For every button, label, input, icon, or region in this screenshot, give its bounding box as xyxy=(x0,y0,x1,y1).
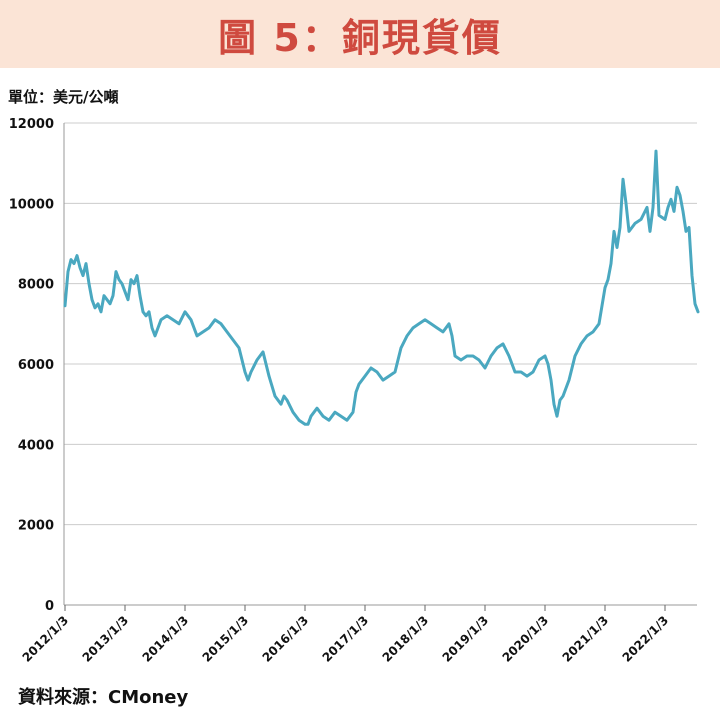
page-title: 圖 5：銅現貨價 xyxy=(218,15,502,60)
y-tick-label: 12000 xyxy=(9,117,54,132)
x-tick-label: 2012/1/3 xyxy=(20,613,72,665)
x-tick-label: 2018/1/3 xyxy=(380,613,432,665)
x-tick-label: 2017/1/3 xyxy=(320,613,372,665)
y-tick-label: 2000 xyxy=(18,519,54,534)
x-tick-label: 2019/1/3 xyxy=(440,613,492,665)
copper-price-line xyxy=(63,149,700,426)
y-tick-label: 10000 xyxy=(9,197,54,212)
x-tick-label: 2020/1/3 xyxy=(500,613,552,665)
x-tick-label: 2021/1/3 xyxy=(560,613,612,665)
x-tick-label: 2015/1/3 xyxy=(200,613,252,665)
title-banner: 圖 5：銅現貨價 xyxy=(0,0,720,68)
x-tick-label: 2013/1/3 xyxy=(80,613,132,665)
source-label: 資料來源：CMoney xyxy=(18,687,189,708)
unit-label: 單位：美元/公噸 xyxy=(8,88,119,106)
y-tick-label: 8000 xyxy=(18,278,54,293)
y-tick-label: 0 xyxy=(45,599,54,614)
y-tick-label: 6000 xyxy=(18,358,54,373)
x-tick-label: 2016/1/3 xyxy=(260,613,312,665)
y-tick-label: 4000 xyxy=(18,438,54,453)
x-tick-label: 2014/1/3 xyxy=(140,613,192,665)
x-tick-label: 2022/1/3 xyxy=(620,613,672,665)
